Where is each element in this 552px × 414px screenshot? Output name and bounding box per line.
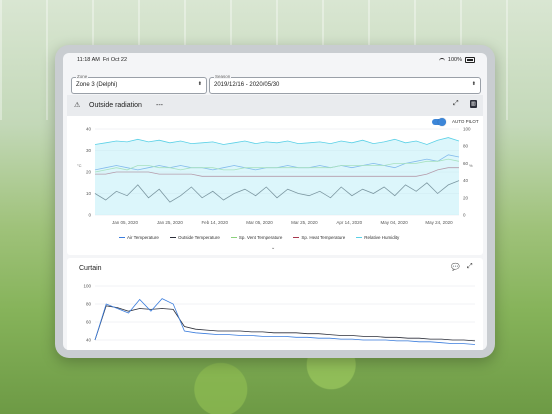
chevron-down-icon[interactable]: ⌄ [271,245,276,251]
series-line-4 [94,137,460,145]
humidity-area [95,137,459,215]
select-arrows-icon: ⬍ [197,81,202,87]
legend-label: Outside Temperature [177,235,220,240]
legend-item[interactable]: Outside Temperature [169,235,220,240]
battery-percent: 100% [447,57,462,63]
y-tick-label-right: 0 [463,213,466,218]
autopilot-toggle[interactable] [432,118,446,126]
y-tick-label: 60 [86,320,92,325]
y-tick-label-right: 60 [463,161,469,166]
y-tick-label: 100 [83,284,91,289]
expand-icon[interactable]: ⤢ [467,263,473,270]
x-tick-label: Apr 14, 2020 [336,220,362,225]
y-axis-label-right: % [469,163,473,168]
status-bar: 11:18 AM Fri Oct 22 100% [63,53,487,67]
chart-icon[interactable]: ▥ [470,100,477,108]
status-time: 11:18 AM Fri Oct 22 [77,57,128,63]
season-select[interactable]: Season 2019/12/16 - 2020/05/30 ⬍ [209,74,481,94]
x-tick-label: Mar 25, 2020 [291,220,318,225]
curtain-series-line-1 [94,298,476,345]
legend-swatch [230,237,237,238]
tablet-frame: 11:18 AM Fri Oct 22 100% Zone Zone 3 (De… [55,45,495,358]
y-tick-label-right: 100 [463,127,471,132]
legend-swatch [356,237,363,238]
app-screen: 11:18 AM Fri Oct 22 100% Zone Zone 3 (De… [63,53,487,350]
x-tick-label: Mar 05, 2020 [246,220,273,225]
radiation-card: ⚠ Outside radiation --- ⤢ ▥ AUTO PILOT 4… [67,95,483,255]
climate-chart-legend: Air Temperature Outside Temperature Sp. Ve… [119,235,399,240]
zone-select[interactable]: Zone Zone 3 (Delphi) ⬍ [71,74,207,94]
y-tick-label-left: 10 [86,191,92,196]
zone-select-label: Zone [76,74,89,79]
y-tick-label-left: 30 [86,148,92,153]
x-tick-label: Jan 05, 2020 [112,220,139,225]
expand-icon[interactable]: ⤢ [453,100,459,107]
wifi-icon [438,57,445,63]
legend-swatch [119,237,125,238]
radiation-card-title: Outside radiation [89,102,142,109]
legend-label: Sp. Vent Temperature [238,235,283,240]
curtain-card-title: Curtain [79,265,102,272]
y-tick-label-left: 40 [86,127,92,132]
zone-select-value: Zone 3 (Delphi) [76,82,118,88]
legend-item[interactable]: Air Temperature [119,235,159,240]
legend-item[interactable]: Relative Humidity [356,235,399,240]
legend-label: Sp. Heat Temperature [301,235,346,240]
y-tick-label-right: 40 [463,178,469,183]
y-tick-label: 80 [86,302,92,307]
legend-swatch [169,237,176,238]
legend-label: Relative Humidity [364,235,400,240]
x-tick-label: May 24, 2020 [425,220,453,225]
y-tick-label-left: 0 [88,213,91,218]
y-tick-label-right: 80 [463,144,469,149]
battery-icon [465,57,475,63]
y-tick-label: 40 [86,338,92,343]
radiation-card-header [67,95,483,116]
season-select-label: Season [214,74,232,79]
warning-triangle-icon: ⚠ [74,102,81,109]
autopilot-label: AUTO PILOT [452,119,479,124]
y-axis-label-left: °C [77,163,82,168]
x-tick-label: Jan 25, 2020 [157,220,184,225]
season-select-value: 2019/12/16 - 2020/05/30 [214,82,280,88]
status-right: 100% [438,57,475,63]
legend-swatch [293,237,300,238]
legend-label: Air Temperature [127,235,159,240]
legend-item[interactable]: Sp. Vent Temperature [230,235,283,240]
select-arrows-icon: ⬍ [471,81,476,87]
x-tick-label: May 04, 2020 [381,220,409,225]
comment-icon[interactable]: 💬 [451,264,460,271]
y-tick-label-left: 20 [86,170,92,175]
radiation-value: --- [156,102,163,109]
x-tick-label: Feb 14, 2020 [201,220,228,225]
y-tick-label-right: 20 [463,195,469,200]
selector-row: Zone Zone 3 (Delphi) ⬍ Season 2019/12/16… [71,67,481,94]
legend-item[interactable]: Sp. Heat Temperature [293,235,345,240]
curtain-series-line-0 [94,305,476,342]
